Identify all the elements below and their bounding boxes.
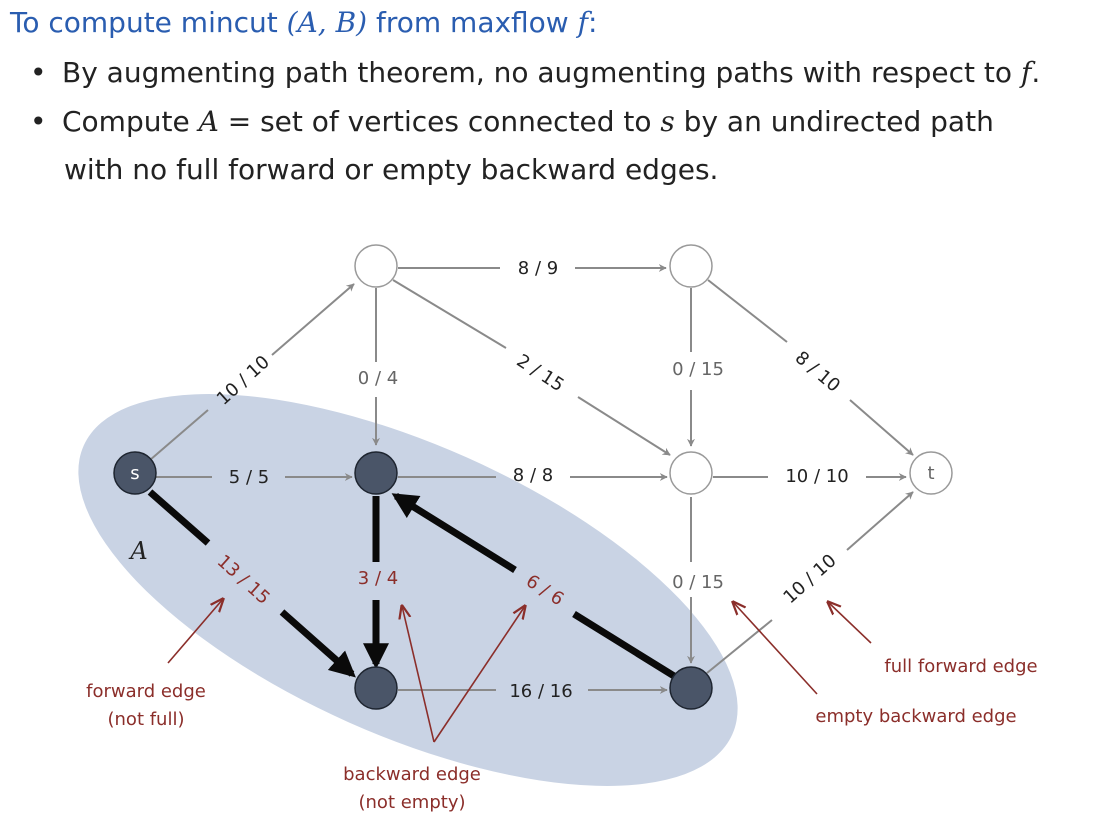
node-v2 bbox=[669, 244, 713, 288]
edge-v8-v4-arrow bbox=[391, 493, 517, 573]
edge-label-v5-t: 10 / 10 bbox=[785, 466, 848, 487]
bullet-compute-a: • Compute A = set of vertices connected t… bbox=[30, 105, 994, 138]
edge-label-s-v4: 5 / 5 bbox=[229, 467, 269, 488]
annotation-backward-line1: backward edge bbox=[343, 764, 481, 785]
node-t bbox=[909, 451, 953, 495]
sink-label: t bbox=[927, 463, 934, 484]
arrow-backward-edge-2 bbox=[433, 606, 525, 743]
edge-label-v5-v8: 0 / 15 bbox=[672, 572, 724, 593]
edge-label-v7-v8: 16 / 16 bbox=[509, 681, 572, 702]
arrow-backward-edge-1 bbox=[402, 606, 435, 743]
node-s bbox=[113, 451, 157, 495]
edge-label-v1-v2: 8 / 9 bbox=[518, 258, 558, 279]
source-label: s bbox=[130, 463, 139, 484]
bullet-augmenting-path: • By augmenting path theorem, no augmenti… bbox=[30, 56, 1041, 89]
arrow-full-forward bbox=[828, 602, 872, 644]
node-v8 bbox=[669, 666, 713, 710]
edge-s-v1-arrow bbox=[271, 283, 355, 356]
annotation-backward-line2: (not empty) bbox=[359, 792, 466, 813]
set-a-label: A bbox=[128, 537, 147, 565]
edge-v2-t bbox=[707, 279, 788, 343]
edge-v1-v5 bbox=[392, 279, 507, 349]
edge-label-v2-t: 8 / 10 bbox=[791, 347, 844, 396]
node-v1 bbox=[354, 244, 398, 288]
edge-label-v1-v4: 0 / 4 bbox=[358, 368, 398, 389]
edge-s-v7 bbox=[147, 489, 211, 546]
node-v5 bbox=[669, 451, 713, 495]
edge-label-v4-v7: 3 / 4 bbox=[358, 568, 398, 589]
page-title: To compute mincut (A, B) from maxflow f: bbox=[10, 6, 598, 39]
annotation-empty-backward: empty backward edge bbox=[815, 706, 1016, 727]
edge-label-v1-v5: 2 / 15 bbox=[513, 350, 568, 396]
edge-label-v2-v5: 0 / 15 bbox=[672, 359, 724, 380]
edge-label-v8-t: 10 / 10 bbox=[779, 550, 840, 608]
edge-v8-v4 bbox=[572, 611, 676, 679]
annotation-forward-line1: forward edge bbox=[86, 681, 206, 702]
annotation-forward-line2: (not full) bbox=[108, 709, 185, 730]
edge-s-v1 bbox=[149, 409, 209, 461]
annotation-full-forward: full forward edge bbox=[884, 656, 1037, 677]
edge-s-v7-arrow bbox=[279, 609, 356, 678]
edge-v1-v5-arrow bbox=[577, 396, 671, 456]
cut-region-a bbox=[78, 394, 738, 786]
edge-v2-t-arrow bbox=[849, 399, 914, 456]
node-v4 bbox=[354, 451, 398, 495]
edge-label-v4-v5: 8 / 8 bbox=[513, 465, 553, 486]
arrow-empty-backward bbox=[733, 602, 818, 695]
arrow-forward-edge bbox=[167, 599, 223, 664]
bullet-compute-a-line2: with no full forward or empty backward e… bbox=[64, 153, 719, 186]
edge-v8-t-arrow bbox=[846, 491, 914, 551]
edge-v8-t bbox=[706, 619, 773, 674]
node-v7 bbox=[354, 666, 398, 710]
